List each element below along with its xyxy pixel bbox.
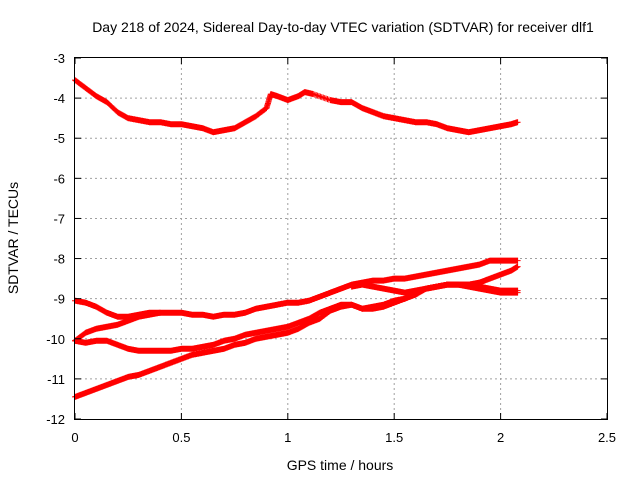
series-satellite-track-6 bbox=[348, 281, 521, 296]
x-tick-label: 2.5 bbox=[598, 430, 616, 445]
x-axis-label: GPS time / hours bbox=[287, 457, 394, 473]
series-markers bbox=[72, 257, 521, 320]
x-tick-label: 0.5 bbox=[172, 430, 190, 445]
y-tick-label: -7 bbox=[53, 211, 65, 226]
x-tick-label: 2 bbox=[497, 430, 504, 445]
x-tick-label: 1.5 bbox=[385, 430, 403, 445]
series-layer bbox=[72, 77, 521, 400]
series-satellite-track-1 bbox=[72, 77, 521, 136]
y-tick-label: -9 bbox=[53, 292, 65, 307]
y-tick-label: -5 bbox=[53, 131, 65, 146]
x-tick-label: 0 bbox=[71, 430, 78, 445]
y-tick-label: -8 bbox=[53, 252, 65, 267]
y-tick-label: -4 bbox=[53, 91, 65, 106]
x-tick-label: 1 bbox=[284, 430, 291, 445]
axis-ticks: 0 0.5 1 1.5 2 2.5 -3 -4 -5 -6 -7 -8 -9 -10 -11 -12 bbox=[46, 51, 616, 445]
y-tick-label: -3 bbox=[53, 51, 65, 66]
plot-frame bbox=[74, 57, 608, 420]
series-satellite-track-2 bbox=[72, 257, 521, 320]
y-tick-label: -10 bbox=[46, 332, 65, 347]
y-tick-label: -12 bbox=[46, 412, 65, 427]
chart-title: Day 218 of 2024, Sidereal Day-to-day VTE… bbox=[92, 19, 594, 35]
y-tick-label: -11 bbox=[47, 372, 65, 387]
series-markers bbox=[348, 281, 521, 296]
y-tick-label: -6 bbox=[53, 171, 65, 186]
y-axis-label: SDTVAR / TECUs bbox=[5, 182, 21, 294]
grid bbox=[75, 58, 607, 419]
series-markers bbox=[72, 77, 521, 136]
